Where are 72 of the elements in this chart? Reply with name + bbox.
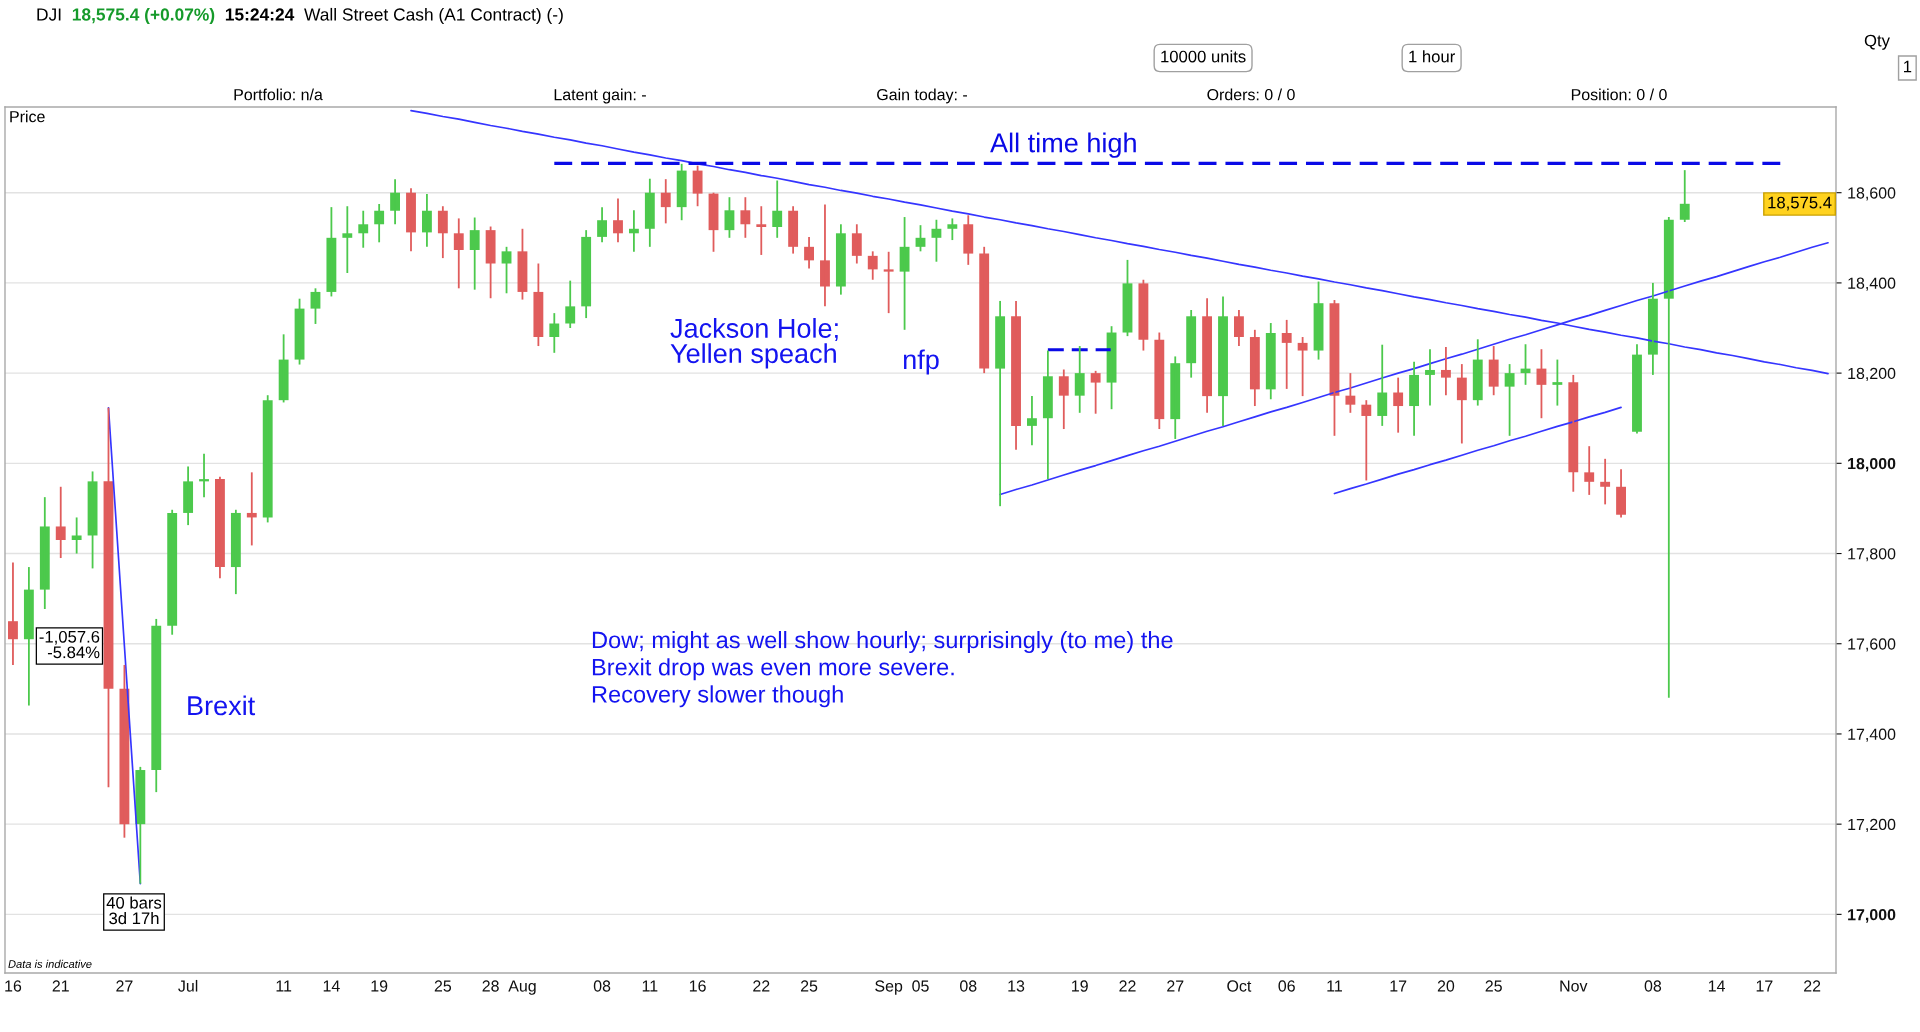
x-tick-label: 08 bbox=[960, 980, 977, 992]
chart-title: DJI bbox=[37, 8, 61, 21]
y-tick-label: 17,600 bbox=[1848, 638, 1896, 652]
x-tick-label: 19 bbox=[371, 980, 388, 992]
x-tick-label: 11 bbox=[276, 980, 292, 992]
x-tick-label: 25 bbox=[1485, 980, 1502, 992]
text: 18,575.4 (+0.07%) bbox=[72, 7, 215, 25]
x-tick-label: 17 bbox=[1390, 980, 1407, 992]
text: Wall Street Cash (A1 Contract) (-) bbox=[304, 7, 563, 25]
x-tick-label: Nov bbox=[1560, 980, 1588, 992]
text: Portfolio: n/a bbox=[234, 88, 323, 101]
annotation: -1,057.6 -5.84% bbox=[39, 630, 100, 659]
x-tick-label: 22 bbox=[753, 980, 770, 992]
candlestick bbox=[883, 250, 894, 315]
text: Qty bbox=[1864, 34, 1890, 50]
y-tick-label: 17,000 bbox=[1848, 909, 1896, 923]
annotation: Jackson Hole; Yellen speach bbox=[670, 318, 838, 369]
series-label: All time high bbox=[990, 132, 1136, 158]
y-tick-label: 17,800 bbox=[1848, 548, 1896, 562]
x-tick-label: 06 bbox=[1278, 980, 1295, 992]
annotation: nfp bbox=[903, 349, 939, 375]
x-tick-label: 08 bbox=[593, 980, 611, 992]
y-tick-label: 18,000 bbox=[1848, 457, 1896, 472]
x-tick-label: 22 bbox=[1804, 980, 1821, 992]
x-tick-label: 20 bbox=[1437, 980, 1455, 992]
candlestick bbox=[692, 164, 703, 208]
x-tick-label: 14 bbox=[323, 980, 340, 992]
annotation: 18,575.4 bbox=[1768, 196, 1832, 211]
candlestick bbox=[1138, 278, 1149, 352]
text: 1 bbox=[1904, 60, 1912, 73]
x-tick-label: 25 bbox=[434, 980, 452, 992]
x-tick-label: Aug bbox=[508, 980, 536, 995]
y-tick-label: 18,200 bbox=[1848, 367, 1896, 381]
x-tick-label: Oct bbox=[1227, 980, 1252, 992]
x-tick-label: 27 bbox=[1167, 980, 1184, 992]
x-tick-label: 16 bbox=[5, 980, 22, 992]
candlestick bbox=[87, 470, 98, 570]
annotation: 40 bars 3d 17h bbox=[106, 896, 162, 925]
x-tick-label: 13 bbox=[1008, 980, 1025, 992]
annotation: Price bbox=[10, 110, 45, 123]
x-tick-label: Jul bbox=[178, 979, 198, 992]
text: Orders: 0 / 0 bbox=[1207, 88, 1295, 101]
text: Position: 0 / 0 bbox=[1571, 88, 1667, 101]
line-series bbox=[1333, 406, 1622, 495]
y-tick-label: 18,600 bbox=[1848, 187, 1896, 201]
y-tick-label: 17,400 bbox=[1848, 728, 1896, 742]
annotation: Data is indicative bbox=[8, 959, 92, 968]
candlestick bbox=[931, 218, 942, 263]
text: 1 hour bbox=[1409, 50, 1455, 63]
x-tick-label: 22 bbox=[1119, 980, 1136, 992]
text: Latent gain: - bbox=[554, 88, 646, 104]
x-tick-label: 05 bbox=[912, 980, 929, 992]
x-tick-label: 14 bbox=[1708, 980, 1725, 992]
x-tick-label: 17 bbox=[1756, 980, 1773, 992]
x-tick-label: 08 bbox=[1644, 980, 1662, 992]
text: 15:24:24 bbox=[225, 8, 295, 21]
annotation: Brexit bbox=[188, 695, 256, 716]
x-tick-label: 11 bbox=[1327, 980, 1342, 992]
x-tick-label: 27 bbox=[116, 980, 133, 992]
x-tick-label: Sep bbox=[875, 980, 903, 995]
text: 10000 units bbox=[1161, 50, 1246, 63]
annotation: Dow; might as well show hourly; surprisingly (to me) the Brexit drop was even more severe. Recovery slower though bbox=[592, 631, 1173, 708]
x-tick-label: 11 bbox=[642, 980, 658, 992]
x-tick-label: 28 bbox=[482, 980, 499, 992]
candlestick bbox=[899, 216, 910, 331]
x-tick-label: 21 bbox=[52, 980, 69, 992]
text: Gain today: - bbox=[877, 88, 968, 104]
x-tick-label: 25 bbox=[800, 980, 818, 992]
x-tick-label: 19 bbox=[1072, 980, 1088, 992]
y-tick-label: 17,200 bbox=[1848, 818, 1896, 832]
x-tick-label: 16 bbox=[689, 980, 706, 992]
y-tick-label: 18,400 bbox=[1848, 277, 1896, 291]
